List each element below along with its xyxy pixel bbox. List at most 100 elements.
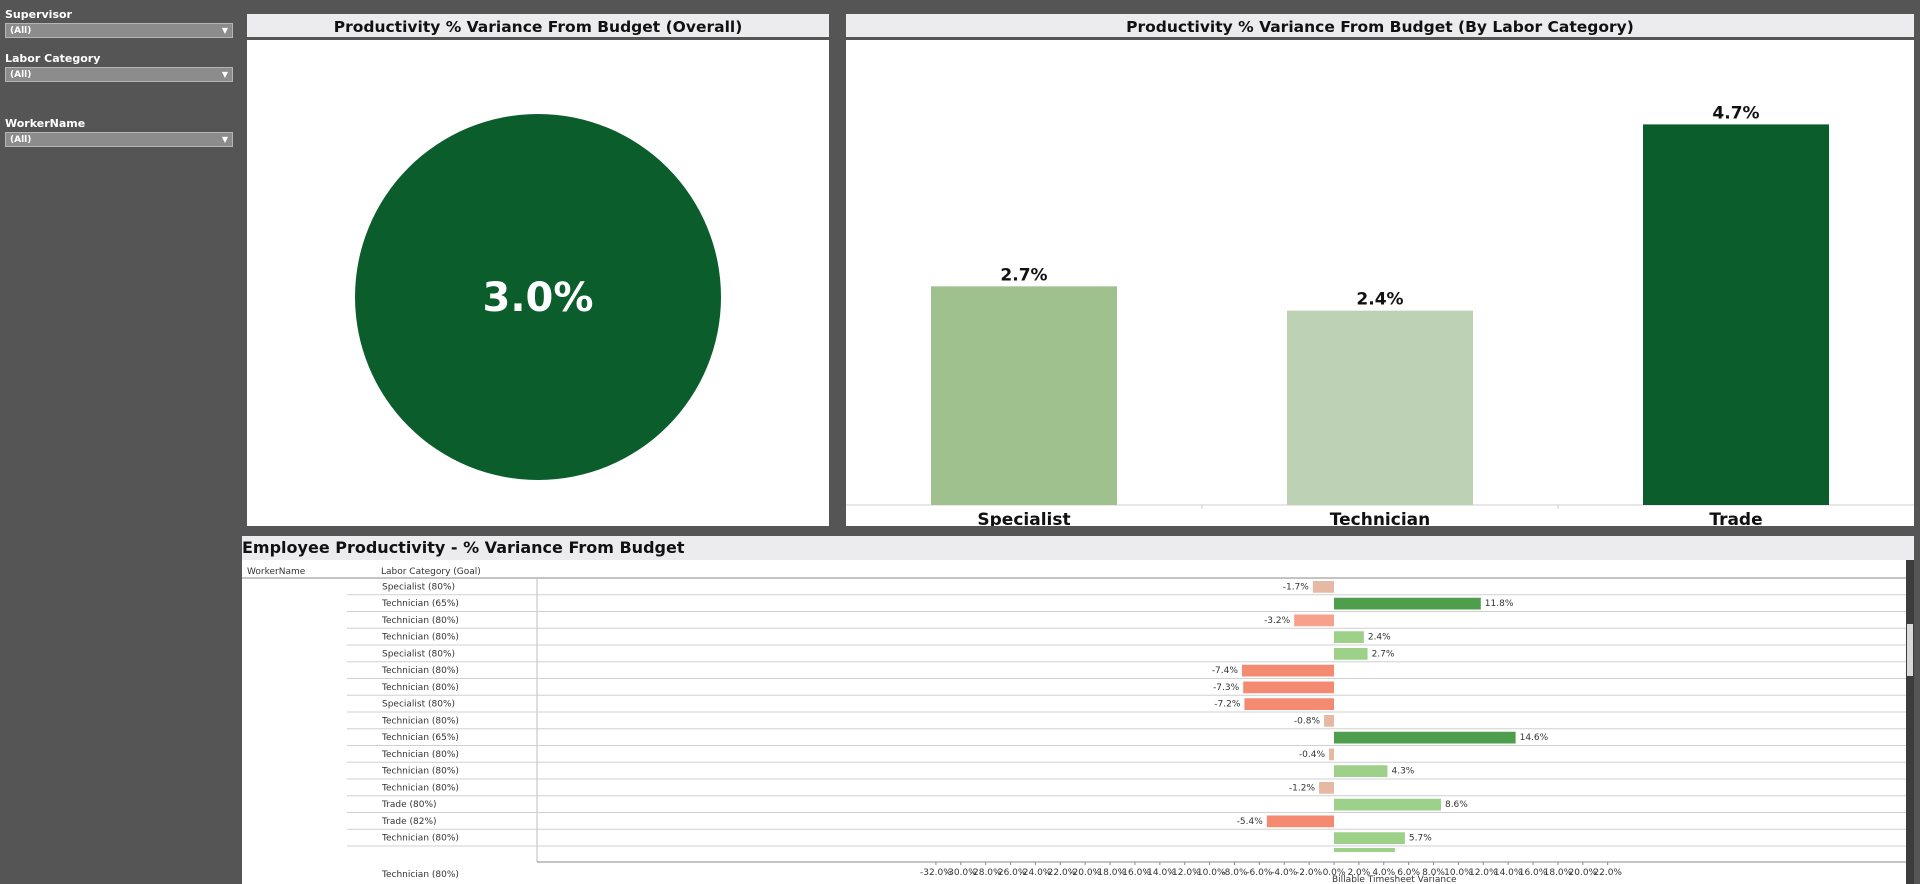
x-axis-tick-label: -26.0% <box>995 868 1027 878</box>
supervisor-dropdown-value: (All) <box>10 26 32 36</box>
category-bar-chart: 2.7% Specialist 2.4% Technician 4.7% Trade <box>846 103 1914 526</box>
category-bar-specialist[interactable] <box>931 286 1117 505</box>
filter-labor-category-label: Labor Category <box>5 52 101 65</box>
scrollbar-thumb[interactable] <box>1907 624 1913 676</box>
chevron-down-icon: ▼ <box>221 135 228 144</box>
category-bar-trade[interactable] <box>1643 124 1829 506</box>
employee-bar[interactable] <box>1312 581 1334 593</box>
row-category-label: Trade (82%) <box>381 817 437 827</box>
x-axis-tick-label: 18.0% <box>1544 868 1573 878</box>
row-category-label: Technician (65%) <box>381 733 459 743</box>
row-category-label: Technician (65%) <box>381 599 459 609</box>
employee-bar[interactable] <box>1334 597 1481 610</box>
overall-pie-chart: 3.0% <box>355 114 721 480</box>
employee-bar-value-label: -5.4% <box>1237 817 1264 827</box>
x-axis-tick-label: 16.0% <box>1519 868 1548 878</box>
x-axis-tick-label: -12.0% <box>1169 868 1201 878</box>
row-category-label: Technician (80%) <box>381 767 459 777</box>
x-axis-tick-label: 12.0% <box>1469 868 1498 878</box>
filter-workername: WorkerName (All) ▼ <box>5 117 233 147</box>
category-bar-value-label: 2.7% <box>1000 265 1047 285</box>
employee-bar[interactable] <box>1266 815 1334 828</box>
overall-variance-panel: Productivity % Variance From Budget (Ove… <box>247 14 829 526</box>
row-category-label: Specialist (80%) <box>382 582 455 592</box>
x-axis-tick-label: 22.0% <box>1593 868 1622 878</box>
employee-bar-chart: WorkerName Labor Category (Goal) Billabl… <box>242 560 1914 884</box>
labor-category-dropdown-value: (All) <box>10 70 32 80</box>
x-axis-tick-label: 4.0% <box>1372 868 1395 878</box>
column-header-workername: WorkerName <box>247 567 306 577</box>
x-axis-tick-label: -2.0% <box>1296 868 1323 878</box>
employee-bar[interactable] <box>1243 681 1334 694</box>
employee-bar[interactable] <box>1334 731 1516 744</box>
partial-row-label: Technician (80%) <box>381 870 459 880</box>
row-category-label: Technician (80%) <box>381 834 459 844</box>
employee-bar[interactable] <box>1334 631 1364 643</box>
employee-bar-partial[interactable] <box>1334 848 1395 852</box>
employee-panel-title: Employee Productivity - % Variance From … <box>242 536 1914 560</box>
employee-bar[interactable] <box>1294 614 1334 627</box>
category-bar-value-label: 2.4% <box>1356 290 1403 310</box>
filter-workername-label: WorkerName <box>5 117 86 130</box>
category-bar-technician[interactable] <box>1287 310 1473 505</box>
filter-supervisor-label: Supervisor <box>5 8 72 21</box>
employee-bar[interactable] <box>1334 832 1405 844</box>
supervisor-dropdown[interactable]: (All) ▼ <box>5 23 233 38</box>
x-axis-tick-label: -16.0% <box>1119 868 1151 878</box>
row-category-label: Specialist (80%) <box>382 700 455 710</box>
category-axis-label: Specialist <box>977 510 1070 526</box>
employee-bar-value-label: 14.6% <box>1520 733 1549 743</box>
row-category-label: Technician (80%) <box>381 633 459 643</box>
category-panel-title: Productivity % Variance From Budget (By … <box>846 14 1914 40</box>
employee-bar[interactable] <box>1334 648 1368 660</box>
employee-bar-value-label: -0.4% <box>1299 750 1326 760</box>
employee-bar-value-label: -7.2% <box>1214 700 1241 710</box>
x-axis-tick-label: -30.0% <box>945 868 977 878</box>
filter-supervisor: Supervisor (All) ▼ <box>5 8 233 38</box>
employee-bar-value-label: 8.6% <box>1445 800 1468 810</box>
employee-bar-value-label: -7.4% <box>1212 666 1239 676</box>
employee-bar[interactable] <box>1324 715 1334 727</box>
filter-labor-category: Labor Category (All) ▼ <box>5 52 233 82</box>
employee-productivity-panel: Employee Productivity - % Variance From … <box>242 536 1914 884</box>
row-category-label: Technician (80%) <box>381 683 459 693</box>
employee-bar[interactable] <box>1334 765 1388 777</box>
row-category-label: Technician (80%) <box>381 716 459 726</box>
x-axis-tick-label: -28.0% <box>970 868 1002 878</box>
employee-bar-value-label: 5.7% <box>1409 834 1432 844</box>
filter-sidebar: Supervisor (All) ▼ Labor Category (All) … <box>0 0 240 884</box>
row-category-label: Technician (80%) <box>381 783 459 793</box>
employee-bar-value-label: -0.8% <box>1294 716 1321 726</box>
employee-bar[interactable] <box>1329 748 1334 761</box>
x-axis-tick-label: 6.0% <box>1397 868 1420 878</box>
employee-bar[interactable] <box>1244 698 1334 710</box>
employee-bar-value-label: 11.8% <box>1485 599 1514 609</box>
row-category-label: Technician (80%) <box>381 750 459 760</box>
x-axis-tick-label: 2.0% <box>1347 868 1370 878</box>
x-axis-tick-label: -10.0% <box>1194 868 1226 878</box>
x-axis-tick-label: 20.0% <box>1569 868 1598 878</box>
employee-bar[interactable] <box>1241 664 1334 677</box>
row-category-label: Technician (80%) <box>381 616 459 626</box>
x-axis-tick-label: 8.0% <box>1422 868 1445 878</box>
employee-bar[interactable] <box>1334 798 1441 811</box>
x-axis-tick-label: 0.0% <box>1323 868 1346 878</box>
x-axis-tick-label: 10.0% <box>1444 868 1473 878</box>
chevron-down-icon: ▼ <box>221 70 228 79</box>
vertical-scrollbar[interactable] <box>1906 560 1914 884</box>
labor-category-dropdown[interactable]: (All) ▼ <box>5 67 233 82</box>
x-axis-tick-label: -4.0% <box>1271 868 1298 878</box>
x-axis-tick-label: -22.0% <box>1044 868 1076 878</box>
x-axis-tick-label: -14.0% <box>1144 868 1176 878</box>
employee-bar[interactable] <box>1319 782 1334 794</box>
employee-bar-value-label: -1.7% <box>1283 582 1310 592</box>
employee-bar-value-label: -1.2% <box>1289 783 1316 793</box>
overall-pie-slice[interactable] <box>355 114 721 480</box>
category-axis-label: Technician <box>1330 510 1430 526</box>
workername-dropdown[interactable]: (All) ▼ <box>5 132 233 147</box>
row-category-label: Specialist (80%) <box>382 649 455 659</box>
x-axis-tick-label: -8.0% <box>1221 868 1248 878</box>
x-axis-tick-label: -20.0% <box>1069 868 1101 878</box>
employee-bar-value-label: 2.7% <box>1372 649 1395 659</box>
x-axis-tick-label: 14.0% <box>1494 868 1523 878</box>
